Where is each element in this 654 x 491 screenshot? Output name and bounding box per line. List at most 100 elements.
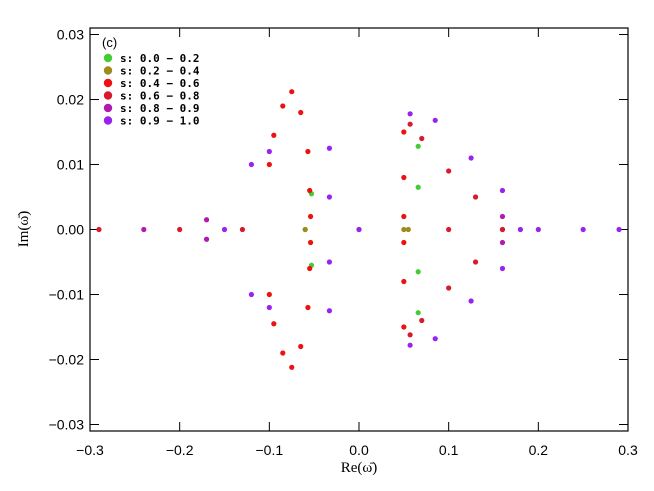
data-point bbox=[432, 117, 438, 123]
y-axis-title: Im(ω̄) bbox=[16, 211, 32, 248]
data-point bbox=[307, 239, 314, 246]
data-point bbox=[280, 350, 286, 356]
data-point bbox=[266, 304, 272, 311]
data-point bbox=[499, 226, 506, 233]
legend-label: s: 0.6 − 0.8 bbox=[120, 90, 199, 103]
series-4 bbox=[141, 213, 506, 246]
data-point bbox=[432, 336, 438, 342]
y-tick-label: 0.02 bbox=[57, 92, 84, 108]
data-marks bbox=[96, 89, 622, 370]
data-point bbox=[415, 310, 421, 316]
x-tick-label: 0.3 bbox=[618, 442, 638, 458]
x-tick-label: −0.3 bbox=[76, 442, 104, 458]
series-1 bbox=[302, 226, 506, 233]
data-point bbox=[472, 259, 479, 265]
legend-marker bbox=[103, 103, 113, 113]
data-point bbox=[415, 269, 421, 275]
legend-marker bbox=[103, 91, 113, 100]
legend-marker bbox=[103, 116, 113, 125]
data-point bbox=[407, 111, 413, 117]
panel-label: (c) bbox=[102, 35, 117, 50]
data-point bbox=[289, 89, 295, 95]
data-point bbox=[401, 226, 407, 233]
data-point bbox=[401, 213, 407, 220]
data-point bbox=[419, 135, 425, 142]
data-point bbox=[446, 285, 452, 291]
data-point bbox=[407, 342, 413, 348]
axis-ticks: −0.3 −0.2 −0.1 0.0 0.1 0.2 0.3 −0.03 −0.02 −0.01 0… bbox=[49, 27, 638, 459]
x-tick-label: 0.1 bbox=[439, 442, 459, 458]
data-point bbox=[203, 236, 210, 242]
legend-marker bbox=[103, 53, 113, 63]
data-point bbox=[468, 298, 474, 304]
data-point bbox=[266, 161, 272, 168]
data-point bbox=[401, 278, 407, 285]
legend-label: s: 0.8 − 0.9 bbox=[120, 102, 199, 115]
data-point bbox=[326, 259, 333, 265]
data-point bbox=[616, 226, 622, 233]
data-point bbox=[326, 145, 333, 151]
data-point bbox=[356, 226, 362, 233]
x-tick-label: 0.2 bbox=[529, 442, 549, 458]
data-point bbox=[499, 265, 506, 272]
data-point bbox=[517, 226, 524, 233]
y-tick-label: −0.02 bbox=[49, 352, 85, 368]
data-point bbox=[177, 226, 183, 233]
data-point bbox=[419, 317, 425, 324]
legend-marker bbox=[103, 78, 113, 88]
data-point bbox=[405, 226, 411, 233]
data-point bbox=[415, 143, 421, 149]
y-tick-label: 0.03 bbox=[57, 27, 84, 43]
data-point bbox=[407, 121, 413, 127]
data-point bbox=[280, 103, 286, 109]
data-point bbox=[221, 226, 228, 233]
y-tick-label: −0.01 bbox=[49, 287, 85, 303]
data-point bbox=[401, 324, 407, 330]
data-point bbox=[401, 239, 407, 246]
data-point bbox=[499, 187, 506, 194]
data-point bbox=[499, 213, 506, 220]
data-point bbox=[307, 213, 314, 220]
data-point bbox=[326, 194, 333, 200]
data-point bbox=[401, 129, 407, 135]
series-2 bbox=[266, 89, 407, 370]
x-axis-title: Re(ω̄) bbox=[341, 460, 378, 476]
data-point bbox=[266, 148, 272, 155]
x-tick-label: −0.2 bbox=[166, 442, 194, 458]
legend: s: 0.0 − 0.2s: 0.2 − 0.4s: 0.4 − 0.6s: 0… bbox=[103, 52, 200, 128]
data-point bbox=[326, 308, 333, 314]
data-point bbox=[580, 226, 586, 233]
data-point bbox=[446, 168, 452, 174]
data-point bbox=[141, 226, 147, 233]
legend-marker bbox=[103, 66, 113, 75]
data-point bbox=[289, 364, 295, 370]
data-point bbox=[271, 132, 277, 138]
y-tick-label: 0.00 bbox=[57, 222, 84, 238]
data-point bbox=[96, 226, 102, 233]
series-3 bbox=[96, 121, 506, 338]
y-tick-label: −0.03 bbox=[49, 417, 85, 433]
data-point bbox=[266, 291, 272, 298]
data-point bbox=[203, 217, 210, 223]
data-point bbox=[472, 194, 479, 200]
data-point bbox=[307, 265, 313, 272]
data-point bbox=[298, 109, 304, 116]
y-tick-label: 0.01 bbox=[57, 157, 84, 173]
data-point bbox=[468, 155, 474, 161]
series-5 bbox=[221, 111, 622, 348]
data-point bbox=[305, 148, 311, 155]
data-point bbox=[271, 321, 277, 327]
data-point bbox=[305, 304, 311, 311]
data-point bbox=[298, 343, 304, 350]
legend-label: s: 0.4 − 0.6 bbox=[120, 77, 200, 90]
data-point bbox=[401, 174, 407, 181]
x-tick-label: 0.0 bbox=[349, 442, 369, 458]
legend-label: s: 0.9 − 1.0 bbox=[120, 115, 199, 128]
data-point bbox=[239, 226, 246, 233]
data-point bbox=[535, 226, 541, 233]
data-point bbox=[248, 161, 254, 168]
data-point bbox=[415, 184, 421, 190]
data-point bbox=[446, 226, 452, 233]
legend-label: s: 0.2 − 0.4 bbox=[120, 65, 200, 78]
